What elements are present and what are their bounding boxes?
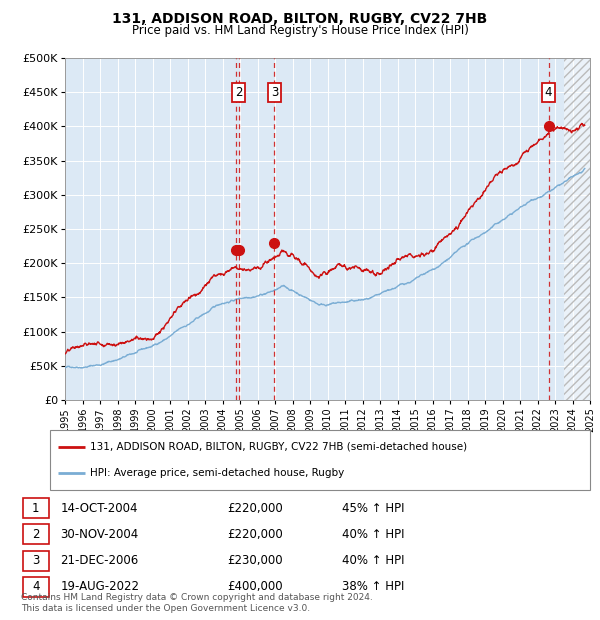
Text: £220,000: £220,000: [227, 502, 283, 515]
Text: Contains HM Land Registry data © Crown copyright and database right 2024.
This d: Contains HM Land Registry data © Crown c…: [21, 593, 373, 613]
Text: 3: 3: [271, 86, 278, 99]
Text: 1: 1: [32, 502, 40, 515]
Text: HPI: Average price, semi-detached house, Rugby: HPI: Average price, semi-detached house,…: [91, 468, 345, 478]
Bar: [23, 577, 49, 597]
Text: 40% ↑ HPI: 40% ↑ HPI: [342, 554, 404, 567]
Text: 30-NOV-2004: 30-NOV-2004: [60, 528, 139, 541]
Bar: [23, 498, 49, 518]
Text: 4: 4: [32, 580, 40, 593]
Text: 4: 4: [545, 86, 552, 99]
Bar: [564, 58, 590, 400]
Text: 40% ↑ HPI: 40% ↑ HPI: [342, 528, 404, 541]
Text: 38% ↑ HPI: 38% ↑ HPI: [342, 580, 404, 593]
Text: 45% ↑ HPI: 45% ↑ HPI: [342, 502, 404, 515]
Text: 3: 3: [32, 554, 40, 567]
Text: £230,000: £230,000: [227, 554, 283, 567]
Bar: [23, 525, 49, 544]
Text: 2: 2: [235, 86, 242, 99]
Text: 131, ADDISON ROAD, BILTON, RUGBY, CV22 7HB (semi-detached house): 131, ADDISON ROAD, BILTON, RUGBY, CV22 7…: [91, 442, 467, 452]
Text: 14-OCT-2004: 14-OCT-2004: [60, 502, 138, 515]
Text: £220,000: £220,000: [227, 528, 283, 541]
Text: £400,000: £400,000: [227, 580, 283, 593]
Bar: [564, 58, 590, 400]
Bar: [23, 551, 49, 570]
Text: Price paid vs. HM Land Registry's House Price Index (HPI): Price paid vs. HM Land Registry's House …: [131, 24, 469, 37]
Text: 2: 2: [32, 528, 40, 541]
Text: 19-AUG-2022: 19-AUG-2022: [60, 580, 139, 593]
Text: 131, ADDISON ROAD, BILTON, RUGBY, CV22 7HB: 131, ADDISON ROAD, BILTON, RUGBY, CV22 7…: [112, 12, 488, 27]
Text: 21-DEC-2006: 21-DEC-2006: [60, 554, 139, 567]
